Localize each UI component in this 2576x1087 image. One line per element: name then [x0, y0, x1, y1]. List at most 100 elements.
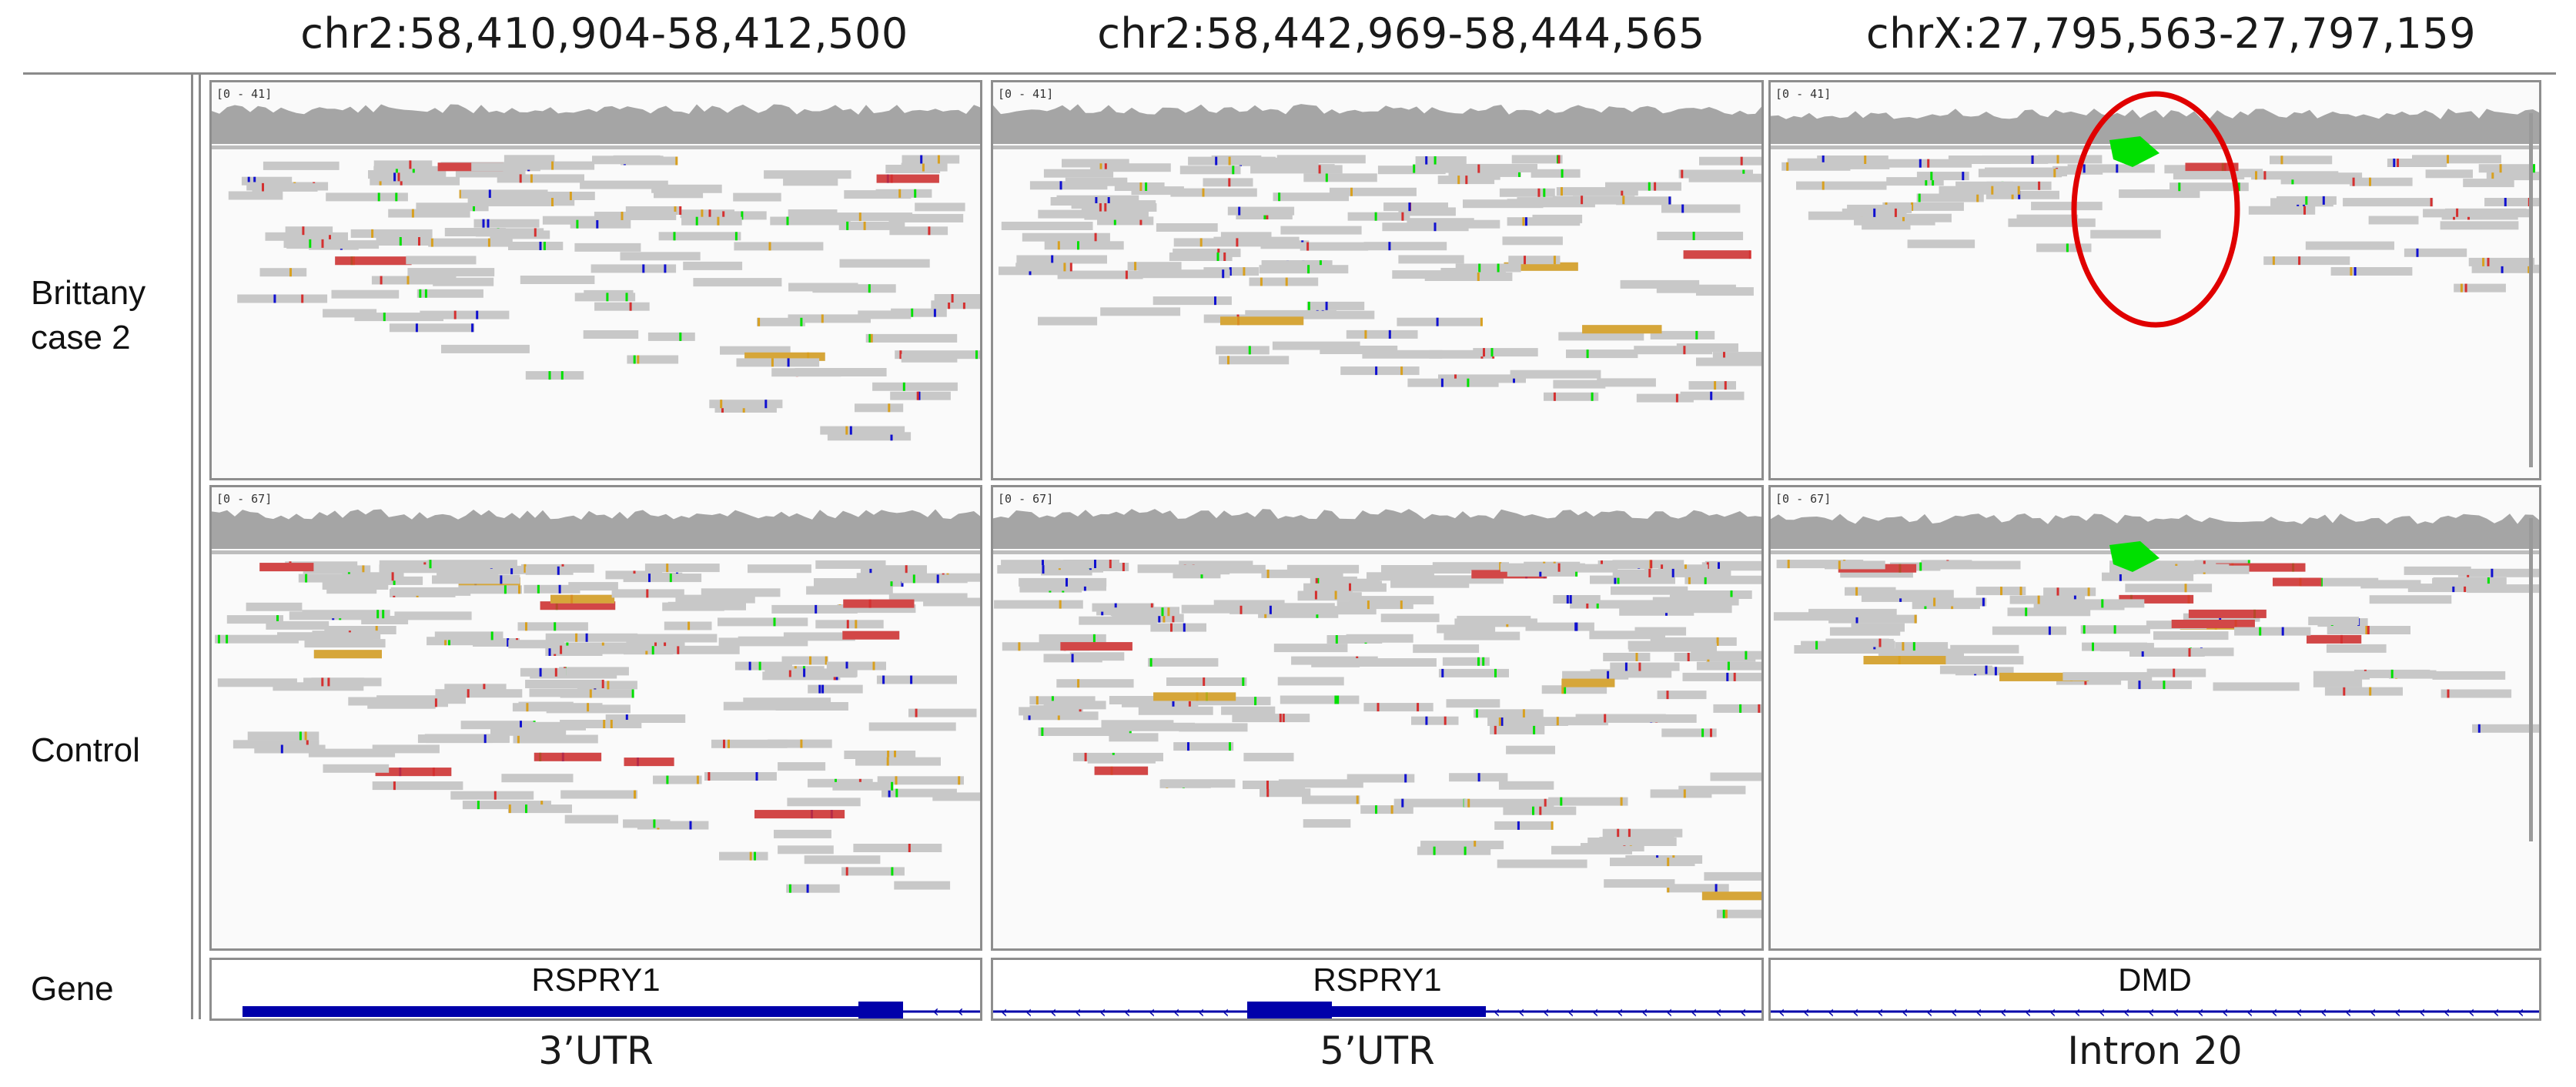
read	[1169, 253, 1233, 261]
read	[1944, 656, 2024, 665]
mismatch	[558, 584, 561, 594]
gene-track-locus2[interactable]: RSPRY1 ‹ ‹ ‹ ‹ ‹ ‹ ‹ ‹ ‹ ‹ ‹ ‹ ‹ ‹ ‹ ‹ ‹ ‹ ‹ ‹ ‹	[991, 958, 1764, 1021]
mismatch	[1912, 642, 1915, 651]
read	[1303, 819, 1351, 828]
mismatch	[306, 740, 309, 749]
read	[1500, 563, 1585, 572]
strand-arrow: ‹	[2444, 1003, 2451, 1020]
read	[1001, 222, 1093, 230]
track-divider	[212, 145, 980, 149]
read	[416, 202, 489, 212]
mismatch	[1203, 677, 1206, 686]
alignment-panel-case-locus2[interactable]: [0 - 41]	[991, 80, 1764, 480]
mismatch	[825, 656, 828, 665]
read	[783, 632, 855, 641]
strand-arrow: ‹	[1902, 1003, 1909, 1020]
mismatch	[1539, 806, 1542, 815]
gene-track-locus3[interactable]: DMD ‹ ‹ ‹ ‹ ‹ ‹ ‹ ‹ ‹ ‹ ‹ ‹ ‹ ‹ ‹ ‹ ‹ ‹ ‹ ‹ ‹ ‹ ‹ ‹ ‹ ‹ ‹ ‹ ‹ ‹ ‹	[1768, 958, 2541, 1021]
read	[1349, 596, 1434, 605]
read	[1362, 350, 1443, 359]
mismatch	[1083, 582, 1086, 591]
alignment-panel-control-locus3[interactable]: [0 - 67]	[1768, 485, 2541, 951]
mismatch	[1114, 603, 1117, 612]
read	[559, 667, 629, 676]
read	[1510, 370, 1601, 379]
read	[1881, 159, 1972, 168]
mismatch	[1107, 197, 1110, 206]
scrollbar[interactable]	[2529, 113, 2533, 467]
mismatch	[915, 708, 918, 717]
mismatch	[1334, 695, 1337, 704]
mismatch	[1524, 217, 1527, 226]
mismatch	[1822, 156, 1825, 164]
track-divider	[993, 550, 1761, 554]
read	[865, 333, 958, 343]
read	[1079, 616, 1158, 625]
read	[2463, 179, 2514, 188]
mismatch	[758, 317, 761, 326]
mismatch	[453, 310, 457, 319]
read	[1590, 575, 1675, 584]
top-separator	[23, 72, 2556, 75]
strand-arrow: ‹	[2074, 1003, 2081, 1020]
mismatch	[669, 574, 672, 583]
read	[2263, 256, 2350, 266]
mismatch	[758, 661, 761, 671]
mismatch	[2452, 584, 2455, 593]
mismatch	[788, 668, 791, 677]
read	[2478, 164, 2535, 173]
read	[1603, 653, 1651, 661]
read	[277, 632, 343, 641]
read	[841, 867, 905, 876]
mismatch	[788, 884, 791, 893]
read	[1156, 223, 1218, 232]
read	[237, 294, 328, 303]
mismatch	[1315, 576, 1318, 585]
read	[1611, 586, 1688, 595]
coverage-range-label: [0 - 67]	[216, 492, 273, 506]
read	[524, 584, 580, 594]
coverage-range-label: [0 - 41]	[216, 87, 273, 101]
read	[1041, 567, 1092, 576]
mismatch	[1199, 238, 1203, 247]
mismatch	[1748, 250, 1751, 259]
alignment-panel-control-locus2[interactable]: [0 - 67]	[991, 485, 1764, 951]
mismatch	[2447, 155, 2449, 164]
read	[1845, 587, 1896, 596]
read	[1712, 352, 1761, 361]
mismatch	[891, 867, 894, 876]
mismatch	[821, 314, 824, 323]
alignment-panel-control-locus1[interactable]: [0 - 67]	[209, 485, 982, 951]
mismatch	[1464, 846, 1467, 855]
mismatch	[1701, 728, 1705, 737]
mismatch	[2113, 625, 2116, 634]
alignment-panel-case-locus3[interactable]: [0 - 41]	[1768, 80, 2541, 480]
read	[594, 212, 677, 220]
mismatch	[1478, 263, 1481, 273]
scrollbar[interactable]	[2529, 518, 2533, 841]
mismatch	[397, 172, 400, 182]
read	[2466, 584, 2539, 594]
mismatch	[1838, 560, 1841, 570]
mismatch	[1586, 600, 1589, 609]
strand-arrow: ‹	[1740, 1003, 1747, 1020]
read	[1992, 626, 2066, 635]
mismatch	[399, 237, 402, 246]
mismatch	[473, 202, 475, 212]
read	[2008, 218, 2096, 227]
read	[1382, 222, 1469, 232]
read	[877, 776, 964, 785]
mismatch	[1553, 256, 1556, 265]
read	[2082, 642, 2147, 651]
mismatch	[606, 293, 609, 302]
read	[427, 637, 502, 646]
read	[654, 189, 704, 199]
alignment-panel-case-locus1[interactable]: [0 - 41]	[209, 80, 982, 480]
mismatch	[2456, 208, 2459, 217]
read	[460, 721, 534, 730]
read	[263, 161, 340, 170]
softclipped-read	[1683, 250, 1750, 259]
mismatch	[1671, 568, 1674, 577]
gene-track-locus1[interactable]: RSPRY1 ‹ ‹	[209, 958, 982, 1021]
strand-arrow: ‹	[2296, 1003, 2303, 1020]
